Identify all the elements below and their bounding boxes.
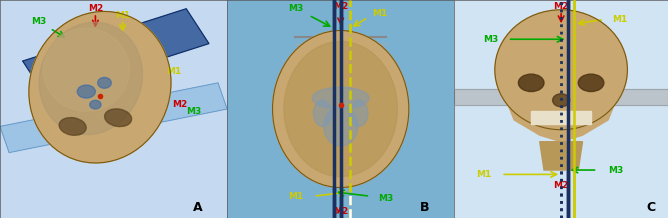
Ellipse shape: [90, 100, 101, 109]
Text: M3: M3: [288, 4, 303, 13]
Ellipse shape: [77, 85, 96, 98]
Ellipse shape: [552, 94, 570, 107]
Text: M3: M3: [31, 17, 46, 26]
Ellipse shape: [578, 74, 604, 92]
Text: M2: M2: [554, 2, 568, 11]
Text: M2: M2: [554, 181, 568, 190]
Ellipse shape: [312, 87, 369, 109]
Text: M2: M2: [88, 4, 103, 13]
Text: B: B: [420, 201, 430, 214]
Ellipse shape: [59, 118, 86, 135]
Ellipse shape: [323, 107, 358, 146]
Bar: [531, 111, 591, 124]
Text: M1: M1: [288, 192, 303, 201]
Text: M1: M1: [476, 170, 492, 179]
Text: C: C: [647, 201, 655, 214]
Text: M3: M3: [186, 107, 202, 116]
Text: M3: M3: [379, 194, 393, 203]
Polygon shape: [501, 87, 621, 142]
Ellipse shape: [39, 22, 142, 135]
Polygon shape: [540, 142, 582, 170]
Text: M1: M1: [166, 67, 181, 77]
Text: M2: M2: [172, 100, 188, 109]
Text: M1: M1: [613, 15, 628, 24]
Ellipse shape: [518, 74, 544, 92]
Polygon shape: [23, 9, 209, 96]
Text: M1: M1: [115, 11, 130, 20]
Ellipse shape: [284, 41, 397, 177]
Ellipse shape: [495, 10, 627, 130]
Text: M2: M2: [333, 2, 348, 11]
Text: M3: M3: [608, 165, 623, 175]
Ellipse shape: [350, 100, 368, 126]
Text: M2: M2: [333, 207, 348, 216]
Ellipse shape: [29, 12, 171, 163]
Ellipse shape: [105, 109, 132, 127]
Ellipse shape: [43, 28, 130, 111]
Ellipse shape: [98, 77, 112, 88]
Text: M1: M1: [371, 9, 387, 18]
Bar: [454, 89, 668, 105]
Ellipse shape: [273, 31, 409, 187]
Ellipse shape: [313, 100, 331, 126]
Text: M3: M3: [483, 35, 498, 44]
Text: A: A: [193, 201, 202, 214]
Polygon shape: [0, 83, 227, 153]
